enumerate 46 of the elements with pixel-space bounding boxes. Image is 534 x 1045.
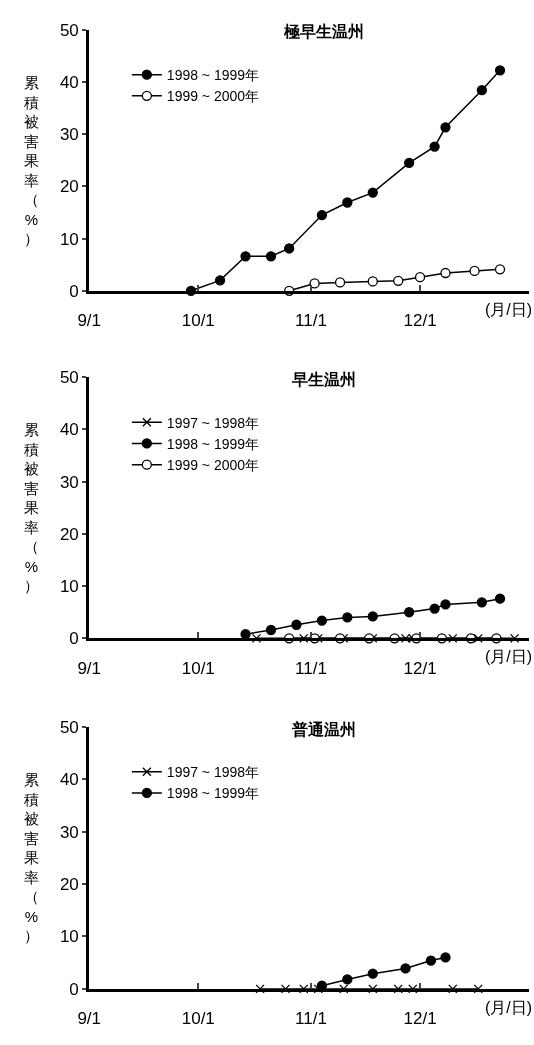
x-tick-label: 9/1 [77,1009,102,1029]
x-tick-label: 11/1 [295,658,327,678]
x-axis-title: (月/日) [485,648,533,665]
x-axis-title: (月/日) [485,301,533,318]
y-tick-label: 20 [59,524,79,544]
legend-label: 1999 ~ 2000年 [166,457,260,474]
x-axis-title: (月/日) [485,999,533,1016]
x-tick-label: 10/1 [181,1009,215,1029]
y-tick-label: 40 [59,420,79,440]
y-tick-label: 10 [59,577,79,597]
legend-label: 1999 ~ 2000年 [166,88,260,105]
legend-label: 1998 ~ 1999年 [166,435,260,452]
y-tick-label: 40 [59,72,79,92]
text: 累積被害果率（%） [24,421,39,594]
x-tick-label: 12/1 [403,311,437,331]
x-tick-label: 12/1 [403,1009,437,1029]
y-tick-label: 10 [59,927,79,947]
x-tick-label: 9/1 [77,658,102,678]
text: 累積被害果率（%） [24,771,39,944]
legend-label: 1997 ~ 1998年 [166,414,260,431]
y-tick-label: 30 [59,125,79,145]
x-tick-label: 12/1 [403,658,437,678]
chart-title: 早生温州 [291,371,356,388]
x-tick-label: 10/1 [181,658,215,678]
y-tick-label: 20 [59,874,79,894]
y-tick-label: 40 [59,770,79,790]
y-tick-label: 0 [69,629,79,649]
legend-label: 1997 ~ 1998年 [166,764,260,781]
x-tick-label: 11/1 [295,311,327,331]
y-tick-label: 50 [59,717,79,737]
legend-label: 1998 ~ 1999年 [166,785,260,802]
y-tick-label: 0 [69,281,79,301]
x-tick-label: 11/1 [295,1009,327,1029]
y-tick-label: 30 [59,822,79,842]
y-tick-label: 0 [69,979,79,999]
x-tick-label: 9/1 [77,311,102,331]
text: 累積被害果率（%） [24,74,39,247]
y-tick-label: 10 [59,229,79,249]
y-tick-label: 50 [59,20,79,40]
y-tick-label: 50 [59,368,79,388]
chart-title: 普通温州 [291,720,356,738]
y-tick-label: 30 [59,472,79,492]
x-tick-label: 10/1 [181,311,215,331]
legend-label: 1998 ~ 1999年 [166,67,260,84]
chart-title: 極早生温州 [283,23,364,40]
y-tick-label: 20 [59,177,79,197]
